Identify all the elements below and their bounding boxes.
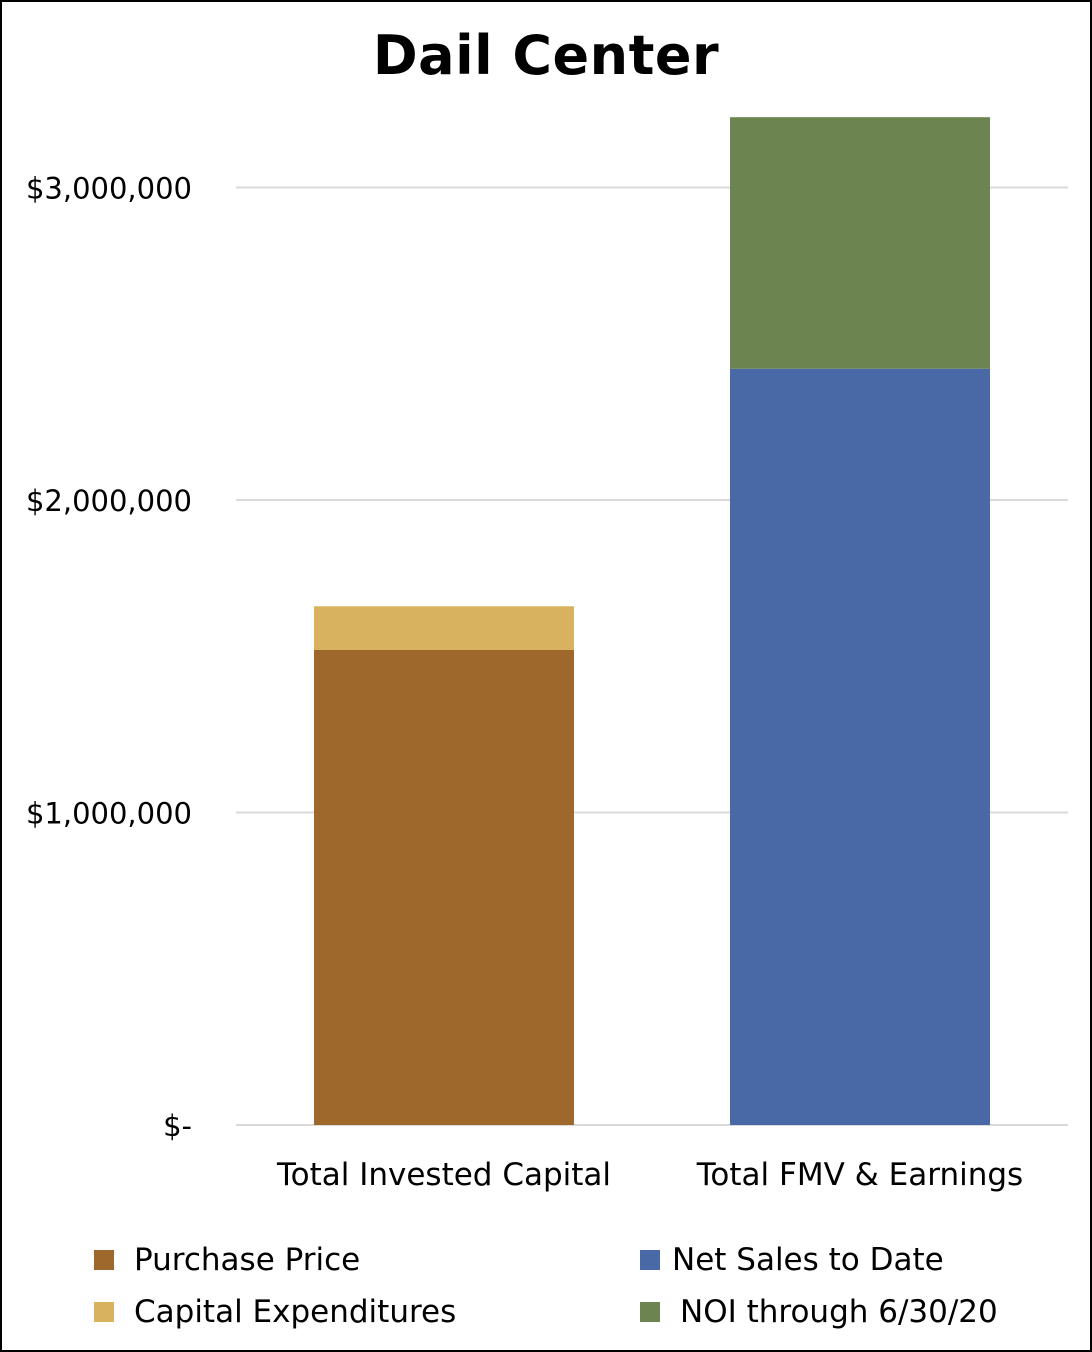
legend-item-noi: NOI through 6/30/20 (640, 1292, 998, 1332)
legend-item-net-sales-to-date: Net Sales to Date (640, 1240, 944, 1280)
legend-label-purchase-price: Purchase Price (134, 1242, 361, 1278)
y-axis-ticks: $- $1,000,000 $2,000,000 $3,000,000 (26, 172, 192, 1144)
y-tick-label: $- (163, 1109, 192, 1143)
legend-swatch-capital-expenditures (94, 1302, 114, 1322)
legend-label-capital-expenditures: Capital Expenditures (134, 1294, 457, 1330)
bar-segment-net-sales-to-date (730, 368, 990, 1125)
legend-swatch-purchase-price (94, 1250, 114, 1270)
bars (314, 117, 990, 1125)
legend: Purchase Price Capital Expenditures Net … (2, 1232, 1090, 1342)
legend-label-net-sales-to-date: Net Sales to Date (672, 1242, 944, 1278)
legend-label-noi: NOI through 6/30/20 (680, 1294, 998, 1330)
bar-segment-capital-expenditures (314, 606, 574, 650)
y-tick-label: $1,000,000 (26, 797, 192, 831)
legend-item-purchase-price: Purchase Price (94, 1240, 360, 1280)
y-tick-label: $2,000,000 (26, 484, 192, 518)
legend-swatch-noi (640, 1302, 660, 1322)
legend-item-capital-expenditures: Capital Expenditures (94, 1292, 456, 1332)
chart-title: Dail Center (372, 24, 720, 87)
y-tick-label: $3,000,000 (26, 172, 192, 206)
x-tick-label: Total Invested Capital (276, 1157, 611, 1193)
legend-swatch-net-sales-to-date (640, 1250, 660, 1270)
x-tick-label: Total FMV & Earnings (696, 1157, 1023, 1193)
bar-segment-noi-through-6-30-20 (730, 117, 990, 369)
bar-segment-purchase-price (314, 650, 574, 1125)
x-axis-ticks: Total Invested Capital Total FMV & Earnin… (276, 1157, 1023, 1193)
